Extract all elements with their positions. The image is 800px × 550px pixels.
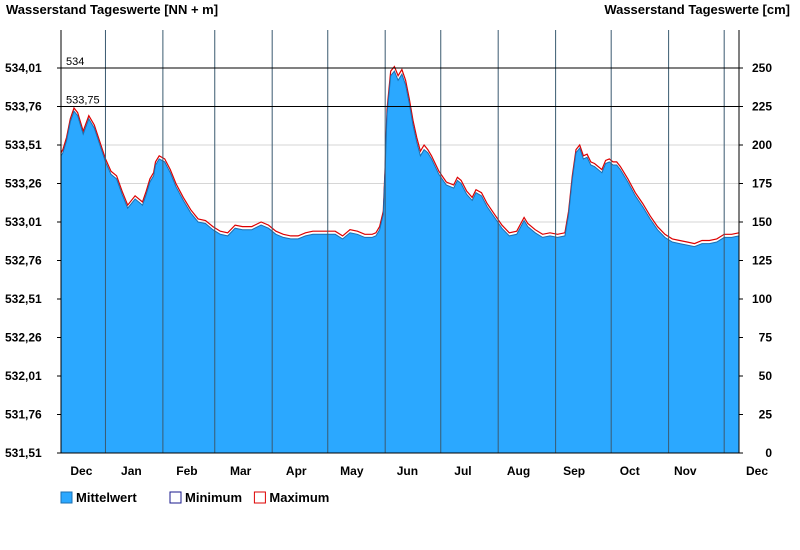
month-label: Apr bbox=[286, 464, 307, 478]
left-tick-label: 533,26 bbox=[5, 177, 42, 191]
right-tick-label: 100 bbox=[752, 292, 772, 306]
left-axis-ticks: 534,01 533,76 533,51 533,26 533,01 532,76 532,… bbox=[5, 61, 61, 460]
left-tick-label: 534,01 bbox=[5, 61, 42, 75]
right-tick-label: 250 bbox=[752, 61, 772, 75]
legend-label-minimum: Minimum bbox=[185, 490, 242, 505]
right-tick-label: 75 bbox=[759, 331, 773, 345]
left-tick-label: 533,51 bbox=[5, 138, 42, 152]
left-tick-label: 532,26 bbox=[5, 331, 42, 345]
month-label: Jun bbox=[397, 464, 418, 478]
legend-swatch-minimum bbox=[169, 491, 182, 504]
month-label: Feb bbox=[176, 464, 197, 478]
month-label: Mar bbox=[230, 464, 252, 478]
legend-label-mittelwert: Mittelwert bbox=[76, 490, 137, 505]
month-label: Nov bbox=[674, 464, 697, 478]
right-tick-label: 150 bbox=[752, 215, 772, 229]
legend-swatch-maximum bbox=[253, 491, 266, 504]
month-label: Dec bbox=[70, 464, 92, 478]
month-label: Dec bbox=[746, 464, 768, 478]
month-label: Aug bbox=[507, 464, 530, 478]
right-tick-label: 225 bbox=[752, 100, 772, 114]
month-label: Sep bbox=[563, 464, 585, 478]
left-tick-label: 532,51 bbox=[5, 292, 42, 306]
right-tick-label: 125 bbox=[752, 254, 772, 268]
series-mittelwert-line bbox=[60, 70, 740, 248]
axes bbox=[60, 30, 740, 454]
month-label: Jul bbox=[454, 464, 471, 478]
x-axis-month-labels: Dec Jan Feb Mar Apr May Jun Jul Aug Sep Oct Nov Dec bbox=[70, 464, 768, 478]
left-tick-label: 532,76 bbox=[5, 254, 42, 268]
right-tick-label: 200 bbox=[752, 138, 772, 152]
reference-line-label: 534 bbox=[66, 56, 84, 68]
month-label: Oct bbox=[620, 464, 640, 478]
series-layer bbox=[60, 30, 740, 453]
series-mittelwert-area bbox=[61, 71, 739, 453]
left-tick-label: 531,76 bbox=[5, 408, 42, 422]
legend-swatch-mittelwert bbox=[60, 491, 73, 504]
left-tick-label: 533,01 bbox=[5, 215, 42, 229]
legend-label-maximum: Maximum bbox=[269, 490, 329, 505]
right-tick-label: 175 bbox=[752, 177, 772, 191]
series-maximum-line bbox=[60, 65, 740, 245]
right-tick-label: 50 bbox=[759, 369, 773, 383]
reference-lines: 534 533,75 bbox=[61, 56, 739, 107]
right-axis-title: Wasserstand Tageswerte [cm] bbox=[604, 2, 790, 17]
month-label: May bbox=[340, 464, 364, 478]
reference-line-label: 533,75 bbox=[66, 95, 100, 107]
right-tick-label: 25 bbox=[759, 408, 773, 422]
legend: Mittelwert Minimum Maximum bbox=[60, 490, 329, 505]
left-tick-label: 533,76 bbox=[5, 100, 42, 114]
month-label: Jan bbox=[121, 464, 142, 478]
right-tick-label: 0 bbox=[765, 446, 772, 460]
left-tick-label: 532,01 bbox=[5, 369, 42, 383]
left-axis-title: Wasserstand Tageswerte [NN + m] bbox=[6, 2, 218, 17]
left-tick-label: 531,51 bbox=[5, 446, 42, 460]
